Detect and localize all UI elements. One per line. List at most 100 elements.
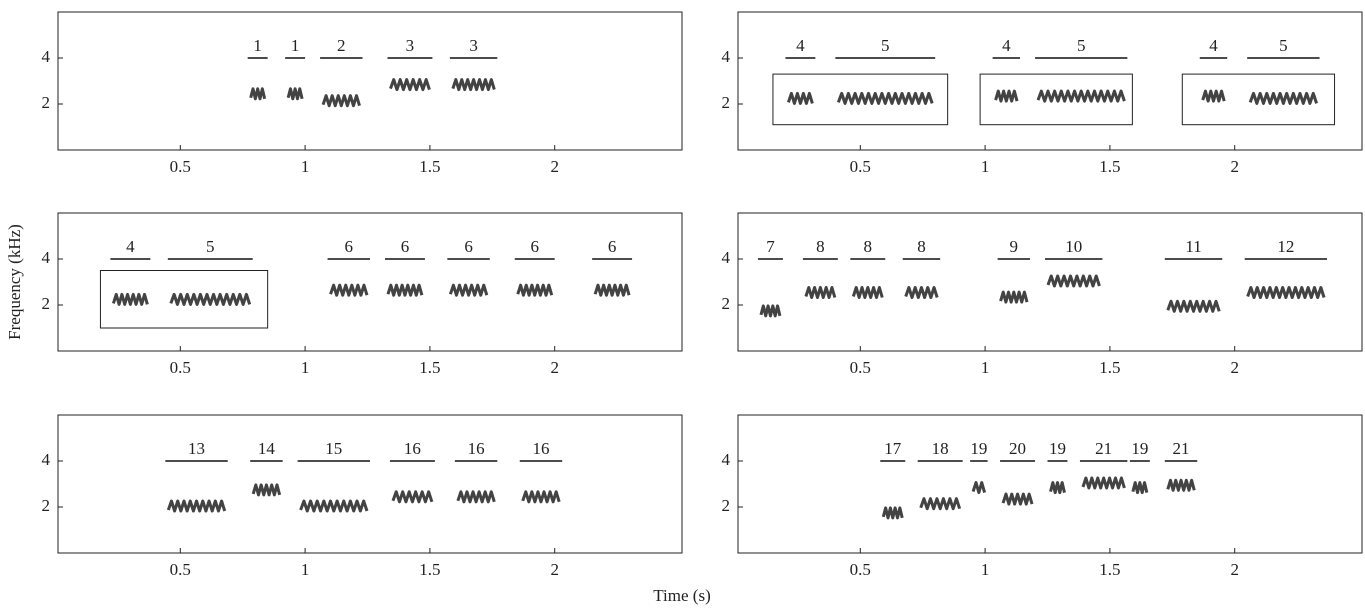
syllable-label: 16 (532, 439, 549, 458)
spectrogram-trace (448, 283, 489, 297)
spectrogram-trace (451, 78, 496, 92)
spectrogram-trace (999, 290, 1029, 304)
syllable-box (99, 270, 269, 329)
spectrogram-trace (904, 286, 939, 299)
y-tick-label: 4 (722, 248, 731, 267)
spectrogram-trace (111, 292, 149, 306)
spectrogram-trace (1049, 481, 1066, 495)
y-tick-label: 2 (42, 93, 51, 112)
syllable-label: 6 (401, 237, 410, 256)
x-tick-label: 0.5 (170, 157, 191, 176)
panel-frame (57, 11, 683, 151)
spectrogram-trace (593, 283, 631, 297)
syllable-label: 1 (253, 36, 262, 55)
x-tick-label: 1 (981, 157, 990, 176)
spectrogram-trace (851, 286, 884, 299)
spectrogram-trace (1046, 274, 1101, 288)
y-tick-label: 4 (42, 47, 51, 66)
syllable-label: 16 (468, 439, 485, 458)
syllable-label: 4 (1002, 36, 1011, 55)
spectrogram-trace (251, 483, 282, 497)
syllable-label: 5 (206, 237, 215, 256)
spectrogram-trace (759, 304, 782, 318)
syllable-label: 8 (816, 237, 825, 256)
spectrogram-trace (1081, 476, 1126, 490)
spectrogram-trace (1001, 492, 1034, 506)
syllable-label: 6 (345, 237, 354, 256)
spectrogram-trace (1248, 91, 1318, 105)
syllable-label: 17 (884, 439, 902, 458)
x-tick-label: 1 (301, 560, 310, 579)
spectrogram-trace (521, 490, 561, 504)
syllable-label: 5 (1279, 36, 1288, 55)
spectrogram-trace (329, 283, 369, 297)
x-tick-label: 0.5 (850, 358, 871, 377)
panel-frame (737, 11, 1363, 151)
y-tick-label: 4 (42, 450, 51, 469)
x-tick-label: 1.5 (1099, 358, 1120, 377)
syllable-label: 8 (917, 237, 926, 256)
y-tick-label: 2 (722, 93, 731, 112)
syllable-label: 21 (1095, 439, 1112, 458)
syllable-label: 20 (1009, 439, 1026, 458)
syllable-label: 18 (932, 439, 949, 458)
syllable-label: 4 (1209, 36, 1218, 55)
syllable-label: 19 (1049, 439, 1066, 458)
syllable-label: 10 (1065, 237, 1082, 256)
spectrogram-trace (169, 292, 252, 306)
x-tick-label: 1.5 (419, 157, 440, 176)
spectrogram-trace (1201, 89, 1226, 103)
x-tick-label: 1 (301, 157, 310, 176)
x-tick-label: 0.5 (170, 560, 191, 579)
spectrogram-trace (881, 506, 904, 520)
spectrogram-trace (994, 89, 1019, 103)
syllable-label: 21 (1173, 439, 1190, 458)
x-tick-label: 1.5 (1099, 560, 1120, 579)
x-tick-label: 2 (550, 157, 559, 176)
syllable-label: 19 (970, 439, 987, 458)
spectrogram-trace (516, 283, 554, 297)
syllable-label: 14 (258, 439, 276, 458)
spectrogram-trace (299, 499, 369, 513)
x-axis-label: Time (s) (653, 586, 710, 605)
spectrogram-trace (389, 78, 431, 92)
syllable-box (979, 73, 1133, 126)
syllable-label: 15 (325, 439, 342, 458)
syllable-box (772, 73, 949, 126)
syllable-label: 9 (1010, 237, 1019, 256)
spectrogram-trace (321, 94, 361, 108)
spectrogram-trace (971, 481, 987, 495)
y-tick-label: 4 (722, 47, 731, 66)
x-tick-label: 2 (550, 560, 559, 579)
x-tick-label: 1.5 (419, 560, 440, 579)
spectrogram-trace (1131, 481, 1149, 495)
syllable-label: 4 (796, 36, 805, 55)
x-tick-label: 0.5 (170, 358, 191, 377)
syllable-label: 12 (1277, 237, 1294, 256)
syllable-label: 6 (464, 237, 473, 256)
spectrogram-trace (1166, 299, 1221, 313)
x-tick-label: 2 (550, 358, 559, 377)
spectrogram-trace (1166, 478, 1196, 492)
x-tick-label: 1 (981, 358, 990, 377)
y-tick-label: 2 (722, 496, 731, 515)
x-tick-label: 1 (981, 560, 990, 579)
x-tick-label: 0.5 (850, 560, 871, 579)
y-tick-label: 2 (722, 294, 731, 313)
x-tick-label: 1.5 (419, 358, 440, 377)
y-tick-label: 4 (42, 248, 51, 267)
syllable-label: 11 (1185, 237, 1201, 256)
panel-frame (57, 212, 683, 352)
spectrogram-trace (836, 91, 934, 105)
syllable-label: 13 (188, 439, 205, 458)
x-tick-label: 2 (1230, 560, 1239, 579)
syllable-label: 3 (406, 36, 415, 55)
panel-frame (737, 414, 1363, 554)
syllable-label: 16 (404, 439, 421, 458)
syllable-label: 6 (530, 237, 539, 256)
syllable-box (1181, 73, 1336, 126)
spectrogram-trace (249, 87, 267, 101)
spectrogram-trace (456, 490, 496, 504)
spectrogram-trace (787, 91, 814, 105)
